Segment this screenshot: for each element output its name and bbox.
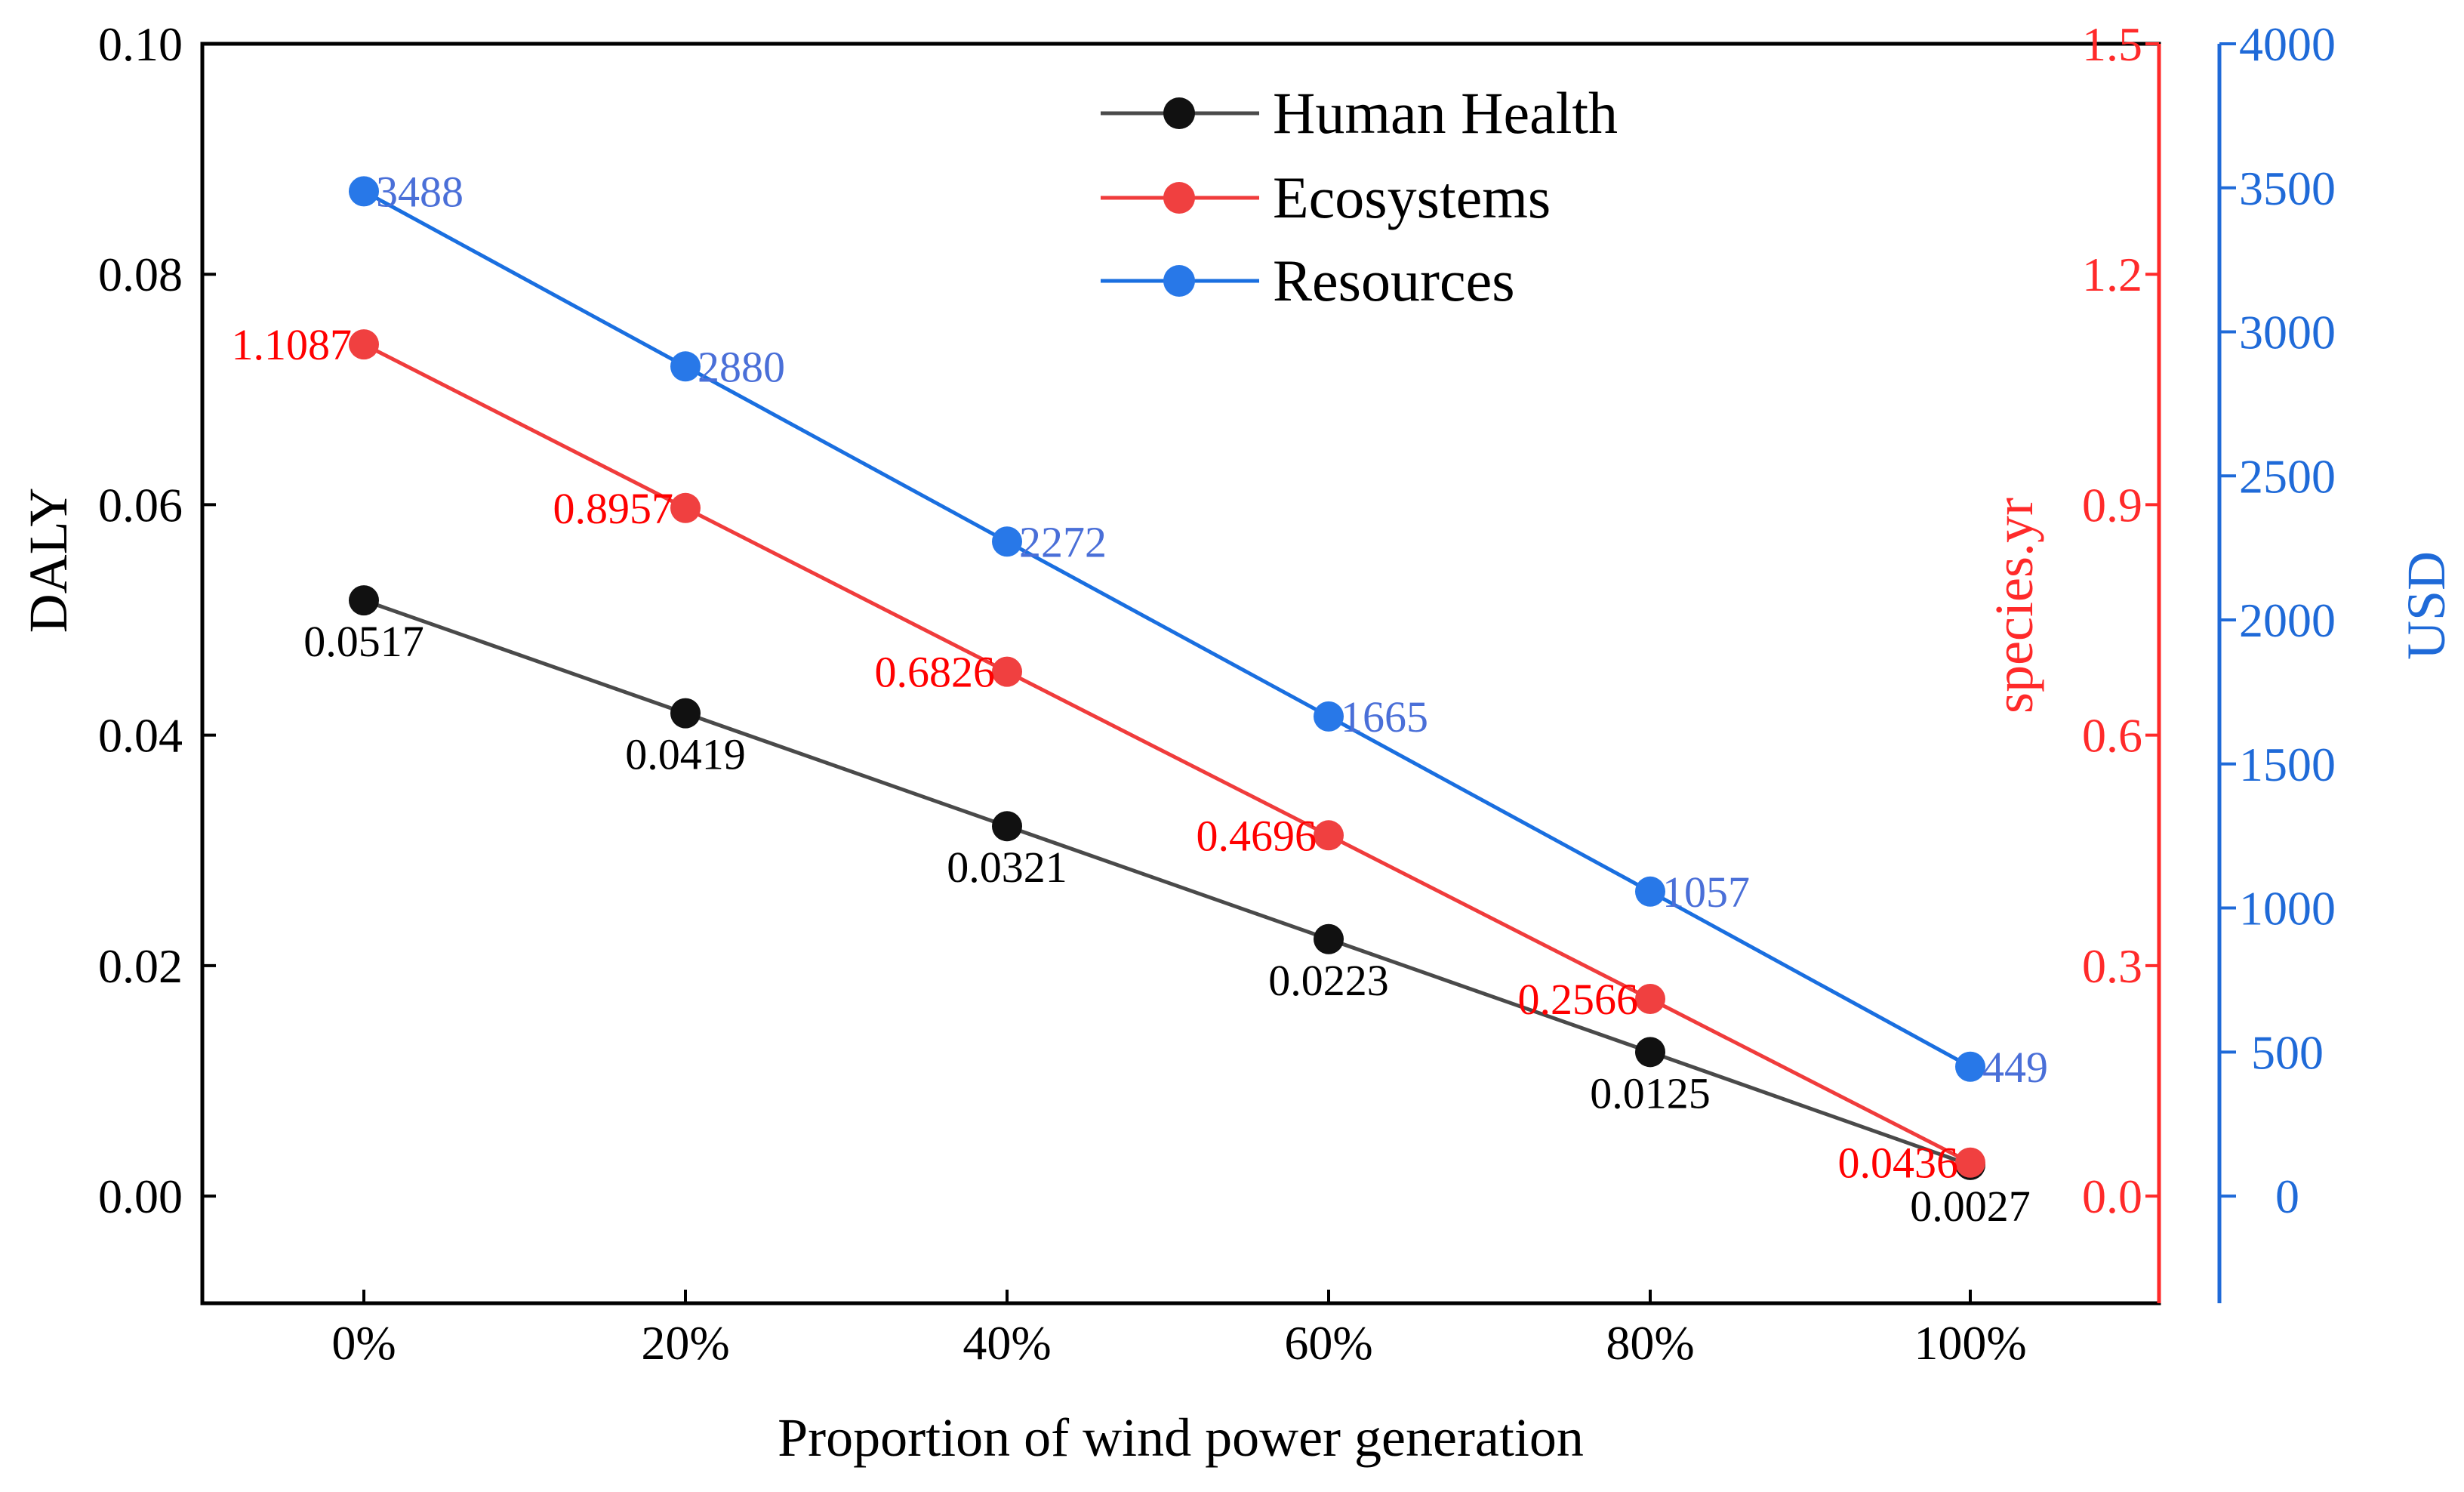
data-label-ecosystems: 0.6826: [875, 648, 996, 697]
left-tick-label: 0.10: [98, 17, 183, 71]
data-labels-layer: 0.0517 0.0419 0.0321 0.0223 0.0125 0.0027 1.10…: [232, 167, 2049, 1231]
species-tick-label: 0.3: [2082, 939, 2142, 993]
left-axis-ticks: 0.00 0.02 0.04 0.06 0.08 0.10: [98, 17, 216, 1223]
x-tick-label: 20%: [641, 1316, 729, 1370]
data-label-ecosystems: 0.0436: [1838, 1139, 1959, 1188]
legend-marker-ecosystems: [1163, 182, 1195, 214]
x-axis-ticks: 0% 20% 40% 60% 80% 100%: [331, 1290, 2027, 1370]
data-point-ecosystems: [992, 656, 1022, 687]
data-label-human-health: 0.0419: [625, 730, 746, 779]
species-tick-label: 0.6: [2082, 709, 2142, 763]
data-point-resources: [992, 526, 1022, 557]
data-label-human-health: 0.0517: [303, 617, 424, 666]
data-label-resources: 1057: [1662, 868, 1750, 917]
data-label-ecosystems: 1.1087: [232, 320, 353, 369]
series-line-human-health: [363, 598, 1971, 1167]
x-tick-label: 100%: [1914, 1316, 2026, 1370]
x-tick-label: 0%: [331, 1316, 396, 1370]
data-label-human-health: 0.0125: [1590, 1068, 1711, 1117]
legend-marker-resources: [1163, 265, 1195, 297]
data-point-human-health: [670, 698, 701, 729]
x-axis-title: Proportion of wind power generation: [778, 1407, 1584, 1468]
data-label-resources: 3488: [376, 167, 464, 216]
data-point-resources: [1955, 1051, 1985, 1082]
data-point-resources: [670, 351, 701, 382]
data-point-ecosystems: [1314, 820, 1344, 851]
data-point-human-health: [1314, 923, 1344, 954]
data-point-human-health: [1635, 1037, 1665, 1068]
legend-label-resources: Resources: [1273, 248, 1515, 313]
usd-tick-label: 1000: [2239, 882, 2336, 936]
usd-tick-label: 500: [2251, 1025, 2324, 1079]
usd-tick-label: 3000: [2239, 306, 2336, 359]
right-axis-species-title: species.yr: [1984, 498, 2044, 714]
data-point-human-health: [349, 585, 379, 616]
x-tick-label: 80%: [1606, 1316, 1694, 1370]
data-label-resources: 1665: [1341, 692, 1428, 741]
data-point-ecosystems: [1635, 984, 1665, 1015]
right-axis-species-ticks: 0.0 0.3 0.6 0.9 1.2 1.5: [2082, 17, 2159, 1223]
species-tick-label: 1.5: [2082, 17, 2142, 71]
data-label-resources: 2880: [698, 342, 785, 391]
data-label-ecosystems: 0.2566: [1518, 975, 1639, 1024]
usd-tick-label: 2500: [2239, 449, 2336, 503]
species-tick-label: 0.0: [2082, 1170, 2142, 1223]
series-line-ecosystems: [362, 342, 1972, 1164]
plot-area: [200, 42, 2161, 1306]
left-tick-label: 0.02: [98, 939, 183, 993]
data-point-human-health: [992, 811, 1022, 842]
x-tick-label: 60%: [1284, 1316, 1372, 1370]
data-label-ecosystems: 0.8957: [553, 484, 674, 533]
data-label-human-health: 0.0321: [947, 843, 1067, 892]
right-axis-usd-ticks: 0 500 1000 1500 2000 2500 3000 3500 4000: [2219, 17, 2336, 1223]
right-axis-usd-title: USD: [2396, 551, 2456, 660]
data-point-resources: [349, 176, 379, 207]
data-point-ecosystems: [1955, 1147, 1985, 1178]
x-tick-label: 40%: [962, 1316, 1051, 1370]
legend: Human Health Ecosystems Resources: [1101, 80, 1618, 313]
data-label-human-health: 0.0027: [1910, 1182, 2031, 1231]
left-tick-label: 0.04: [98, 709, 183, 763]
species-tick-label: 0.9: [2082, 478, 2142, 532]
series-layer: [349, 176, 1985, 1180]
usd-tick-label: 4000: [2239, 17, 2336, 71]
data-point-ecosystems: [670, 492, 701, 523]
data-label-resources: 449: [1982, 1043, 2048, 1092]
left-tick-label: 0.06: [98, 478, 183, 532]
legend-label-ecosystems: Ecosystems: [1273, 165, 1551, 230]
usd-tick-label: 2000: [2239, 593, 2336, 647]
data-point-ecosystems: [349, 329, 379, 360]
data-label-resources: 2272: [1019, 517, 1107, 566]
data-point-resources: [1635, 876, 1665, 907]
series-line-resources: [362, 190, 1972, 1068]
species-tick-label: 1.2: [2082, 248, 2142, 301]
left-tick-label: 0.00: [98, 1170, 183, 1223]
legend-marker-human-health: [1163, 97, 1195, 129]
left-axis-title: DALY: [18, 488, 79, 633]
data-label-ecosystems: 0.4696: [1197, 811, 1317, 860]
usd-tick-label: 3500: [2239, 162, 2336, 215]
usd-tick-label: 0: [2275, 1170, 2299, 1223]
data-point-resources: [1314, 701, 1344, 732]
legend-label-human-health: Human Health: [1273, 80, 1618, 146]
usd-tick-label: 1500: [2239, 738, 2336, 791]
data-label-human-health: 0.0223: [1268, 956, 1389, 1005]
left-tick-label: 0.08: [98, 248, 183, 301]
